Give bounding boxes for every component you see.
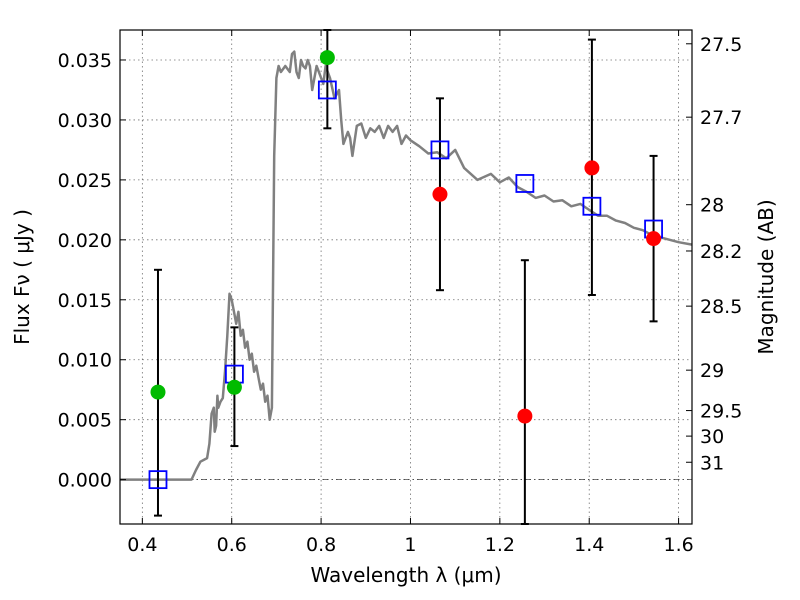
right-tick-label: 29.5	[700, 401, 742, 423]
model-flux-square	[148, 470, 168, 490]
x-tick-label: 1	[404, 534, 416, 556]
x-axis-label: Wavelength λ (μm)	[310, 563, 501, 587]
observed-flux-point	[150, 384, 166, 400]
right-tick-label: 28.5	[700, 296, 742, 318]
y-tick-label: 0.005	[58, 410, 112, 432]
right-tick-label: 30	[700, 426, 724, 448]
x-tick-label: 0.8	[306, 534, 336, 556]
sed-curve-layer	[120, 50, 693, 481]
y-tick-label: 0.035	[58, 50, 112, 72]
right-tick-label: 31	[700, 452, 724, 474]
x-tick-label: 0.6	[217, 534, 247, 556]
y-tick-label: 0.030	[58, 110, 112, 132]
observed-flux-point	[646, 231, 662, 247]
observed-flux-point	[319, 50, 335, 66]
right-tick-label: 29	[700, 360, 724, 382]
x-tick-label: 1.2	[485, 534, 515, 556]
model-flux-square	[317, 80, 337, 100]
observed-flux-point	[584, 160, 600, 176]
tick-layer: 0.4 0.6 0.8 1 1.2 1.4 1.6 0.000 0.005 0.010 0.015 0…	[58, 30, 742, 556]
plot-frame	[119, 29, 693, 525]
y-tick-label: 0.010	[58, 350, 112, 372]
model-flux-square	[582, 196, 602, 216]
model-flux-square	[430, 140, 450, 160]
right-axis-label: Magnitude (AB)	[754, 199, 778, 354]
grid-layer	[120, 30, 692, 524]
sed-curve	[120, 50, 693, 481]
right-tick-label: 28	[700, 195, 724, 217]
right-tick-label: 27.7	[700, 107, 742, 129]
y-tick-label: 0.015	[58, 290, 112, 312]
y-tick-label: 0.025	[58, 170, 112, 192]
marker-layer	[148, 50, 663, 490]
model-flux-square	[515, 174, 535, 193]
x-tick-label: 0.4	[127, 534, 157, 556]
y-tick-label: 0.020	[58, 230, 112, 252]
observed-flux-point	[226, 379, 242, 395]
right-tick-label: 28.2	[700, 241, 742, 263]
observed-flux-point	[432, 186, 448, 202]
x-tick-label: 1.4	[574, 534, 604, 556]
right-tick-label: 27.5	[700, 34, 742, 56]
y-axis-label: Flux Fν ( μJy )	[10, 209, 34, 345]
x-tick-label: 1.6	[663, 534, 693, 556]
y-tick-label: 0.000	[58, 470, 112, 492]
error-bar-layer	[153, 29, 658, 525]
observed-flux-point	[517, 408, 533, 424]
